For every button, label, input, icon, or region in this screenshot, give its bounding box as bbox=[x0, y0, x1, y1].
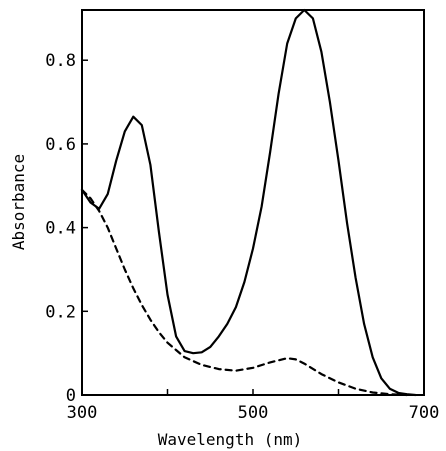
y-tick-label: 0 bbox=[66, 386, 76, 406]
x-tick-label: 300 bbox=[67, 403, 98, 423]
x-tick-label: 700 bbox=[409, 403, 440, 423]
solid-series-line bbox=[80, 8, 417, 397]
y-tick-label: 0.2 bbox=[45, 302, 76, 322]
x-axis-title: Wavelength (nm) bbox=[158, 430, 303, 449]
plot-frame bbox=[81, 9, 425, 396]
axis-tick-labels: 0 0.2 0.4 0.6 0.8 300 500 700 bbox=[45, 51, 439, 423]
y-tick-label: 0.4 bbox=[45, 219, 76, 239]
dashed-series-line bbox=[80, 188, 408, 397]
series-layer bbox=[80, 8, 417, 397]
y-tick-label: 0.6 bbox=[45, 135, 76, 155]
y-tick-label: 0.8 bbox=[45, 51, 76, 71]
y-axis-title: Absorbance bbox=[9, 154, 28, 250]
axis-ticks bbox=[81, 59, 425, 396]
x-tick-label: 500 bbox=[238, 403, 269, 423]
